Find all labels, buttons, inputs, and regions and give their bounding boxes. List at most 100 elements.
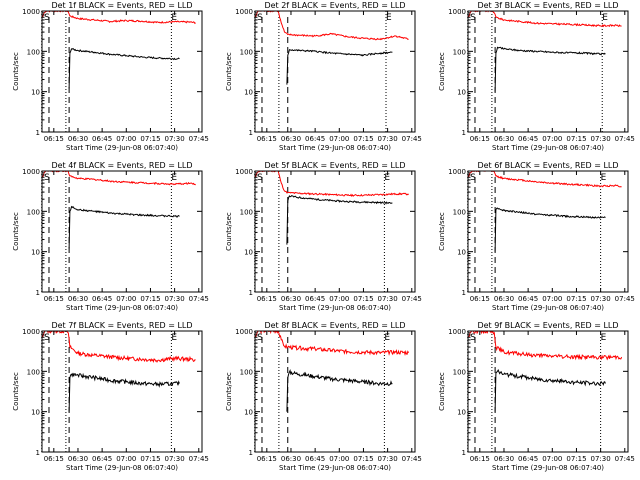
y-tick-label-3: 100 [27, 48, 40, 56]
y-tick-label-3: 100 [240, 368, 253, 376]
marker-e: E [171, 173, 177, 183]
chart-title: Det 8f BLACK = Events, RED = LLD [264, 321, 405, 330]
x-tick-label-4: 07:00 [116, 135, 136, 143]
chart-title: Det 9f BLACK = Events, RED = LLD [477, 321, 618, 330]
y-tick-label-3: 100 [240, 208, 253, 216]
x-tick-label-5: 07:15 [140, 295, 160, 303]
y-tick-label-4: 1000 [235, 168, 253, 176]
y-tick-label-2: 10 [457, 89, 466, 97]
y-tick-label-1: 1 [462, 289, 466, 297]
x-axis-label: Start Time (29-Jun-08 06:07:40) [66, 304, 178, 312]
marker-e: E [602, 13, 608, 23]
x-tick-label-5: 07:15 [566, 135, 586, 143]
y-tick-label-2: 10 [31, 89, 40, 97]
x-axis-label: Start Time (29-Jun-08 06:07:40) [492, 464, 604, 472]
x-tick-label-6: 07:30 [591, 455, 611, 463]
x-tick-label-6: 07:30 [165, 135, 185, 143]
y-tick-label-2: 10 [31, 409, 40, 417]
x-axis-label: Start Time (29-Jun-08 06:07:40) [279, 464, 391, 472]
y-tick-label-4: 1000 [448, 8, 466, 16]
x-tick-label-2: 06:30 [68, 295, 88, 303]
y-axis-label: Counts/sec [12, 52, 20, 91]
y-axis-label: Counts/sec [438, 372, 446, 411]
x-tick-label-4: 07:00 [542, 295, 562, 303]
y-tick-label-3: 100 [453, 368, 466, 376]
marker-s: S [257, 173, 263, 183]
y-tick-label-2: 10 [457, 249, 466, 257]
y-tick-label-4: 1000 [235, 328, 253, 336]
y-tick-label-2: 10 [457, 409, 466, 417]
marker-s: S [470, 333, 476, 343]
x-tick-label-6: 07:30 [591, 135, 611, 143]
x-tick-label-2: 06:30 [281, 295, 301, 303]
x-tick-label-2: 06:30 [281, 135, 301, 143]
chart-title: Det 1f BLACK = Events, RED = LLD [51, 1, 192, 10]
y-tick-label-4: 1000 [22, 168, 40, 176]
chart-title: Det 3f BLACK = Events, RED = LLD [477, 1, 618, 10]
series-black [494, 46, 606, 92]
plot-frame [467, 10, 629, 133]
x-tick-label-2: 06:30 [494, 295, 514, 303]
x-tick-label-6: 07:30 [378, 135, 398, 143]
plot-frame [41, 10, 203, 133]
x-tick-label-1: 06:15 [44, 295, 64, 303]
x-tick-label-1: 06:15 [470, 295, 490, 303]
y-tick-label-1: 1 [36, 289, 40, 297]
x-axis-label: Start Time (29-Jun-08 06:07:40) [279, 144, 391, 152]
x-tick-label-5: 07:15 [140, 135, 160, 143]
x-tick-label-1: 06:15 [257, 135, 277, 143]
x-tick-label-5: 07:15 [140, 455, 160, 463]
x-axis-label: Start Time (29-Jun-08 06:07:40) [66, 144, 178, 152]
series-black [494, 368, 606, 412]
x-tick-label-1: 06:15 [257, 455, 277, 463]
y-tick-label-2: 10 [244, 249, 253, 257]
y-tick-label-1: 1 [462, 449, 466, 457]
y-axis-label: Counts/sec [12, 372, 20, 411]
plot-frame [41, 330, 203, 453]
marker-e: E [171, 333, 177, 343]
y-tick-label-2: 10 [244, 409, 253, 417]
y-tick-label-1: 1 [249, 449, 253, 457]
series-black [68, 47, 180, 89]
marker-e: E [601, 173, 607, 183]
marker-e: E [384, 173, 390, 183]
series-red [255, 171, 409, 197]
marker-s: S [470, 173, 476, 183]
x-tick-label-5: 07:15 [566, 455, 586, 463]
series-black [68, 205, 180, 249]
series-black [286, 368, 393, 412]
x-tick-label-3: 06:45 [305, 455, 325, 463]
y-tick-label-2: 10 [31, 249, 40, 257]
y-tick-label-3: 100 [453, 208, 466, 216]
series-red [468, 11, 622, 28]
x-tick-label-6: 07:30 [165, 295, 185, 303]
y-tick-label-4: 1000 [22, 8, 40, 16]
y-tick-label-2: 10 [244, 89, 253, 97]
x-tick-label-6: 07:30 [378, 455, 398, 463]
x-tick-label-7: 07:45 [189, 295, 209, 303]
x-axis-label: Start Time (29-Jun-08 06:07:40) [492, 304, 604, 312]
x-tick-label-5: 07:15 [353, 295, 373, 303]
series-red [42, 171, 196, 186]
y-tick-label-1: 1 [36, 129, 40, 137]
x-axis-label: Start Time (29-Jun-08 06:07:40) [279, 304, 391, 312]
plot-frame [467, 170, 629, 293]
x-tick-label-7: 07:45 [615, 135, 635, 143]
x-tick-label-3: 06:45 [92, 295, 112, 303]
y-tick-label-3: 100 [453, 48, 466, 56]
x-tick-label-2: 06:30 [494, 455, 514, 463]
x-tick-label-3: 06:45 [92, 135, 112, 143]
series-red [255, 11, 409, 41]
marker-e: E [171, 13, 177, 23]
marker-e: E [386, 13, 392, 23]
y-axis-label: Counts/sec [438, 52, 446, 91]
y-tick-label-3: 100 [27, 368, 40, 376]
series-black [286, 195, 393, 245]
x-tick-label-4: 07:00 [329, 455, 349, 463]
y-tick-label-3: 100 [27, 208, 40, 216]
